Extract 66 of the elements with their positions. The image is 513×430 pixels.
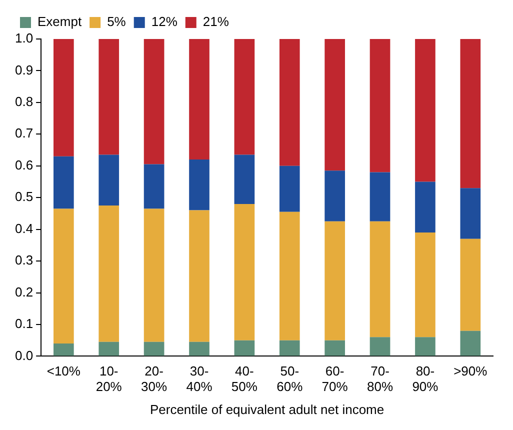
bar [370,39,390,172]
bar [189,342,210,356]
x-axis-title: Percentile of equivalent adult net income [150,402,384,417]
bar [460,188,481,239]
legend-label: Exempt [38,14,82,30]
bar [415,337,436,356]
x-tick-label: 20- 30% [141,364,168,394]
bar [234,204,255,340]
x-tick-label: 10- 20% [96,364,122,394]
bar [144,208,164,342]
y-tick-label: 0.6 [14,157,34,172]
bar [460,39,481,188]
bar [189,39,210,160]
x-tick-label: 80- 90% [412,364,439,394]
bar [279,212,300,340]
y-tick-label: 0.9 [14,62,34,78]
y-tick-label: 0.8 [14,94,34,110]
x-tick-label: 50- 60% [276,364,304,394]
legend-label: 21% [202,14,230,30]
bar [54,156,74,209]
bar [98,39,120,155]
bar [279,166,300,212]
x-tick-label: 40- 50% [231,364,258,394]
y-tick-label: 0.2 [14,284,34,300]
bar [98,154,120,206]
y-tick-label: 0.7 [14,126,34,141]
x-tick-label: 70- 80% [367,364,394,394]
bar [415,182,436,232]
bar [234,340,255,356]
bar [370,221,390,338]
bar [54,39,74,156]
bar [144,342,164,356]
y-tick-label: 0.5 [14,189,34,204]
y-tick-label: 0.1 [14,316,34,332]
bar [189,210,210,342]
bar [98,206,120,342]
bar [98,342,120,356]
bar [279,39,300,166]
bar [189,160,210,210]
x-tick-label: 30- 40% [186,364,213,394]
bar [234,39,255,155]
bar [324,340,345,356]
legend-label: 12% [151,14,178,30]
bar [54,208,74,344]
bar [144,164,164,209]
x-tick-label: 60- 70% [322,364,348,394]
bar [279,340,300,356]
bar [144,39,164,164]
bar [234,154,255,204]
bar [370,337,390,356]
y-tick-label: 1.0 [14,30,34,46]
x-tick-label: <10% [46,364,81,379]
bar [460,238,481,331]
bar [370,172,390,222]
bar [415,232,436,338]
x-tick-label: >90% [454,364,488,379]
y-tick-label: 0.4 [14,220,34,236]
bar [324,170,345,222]
legend-label: 5% [107,14,126,30]
bar [324,221,345,340]
bar [415,39,436,182]
y-tick-label: 0.0 [14,348,34,363]
bar [324,39,345,171]
bar [460,330,481,356]
bar [54,344,74,356]
y-tick-label: 0.3 [14,252,34,268]
